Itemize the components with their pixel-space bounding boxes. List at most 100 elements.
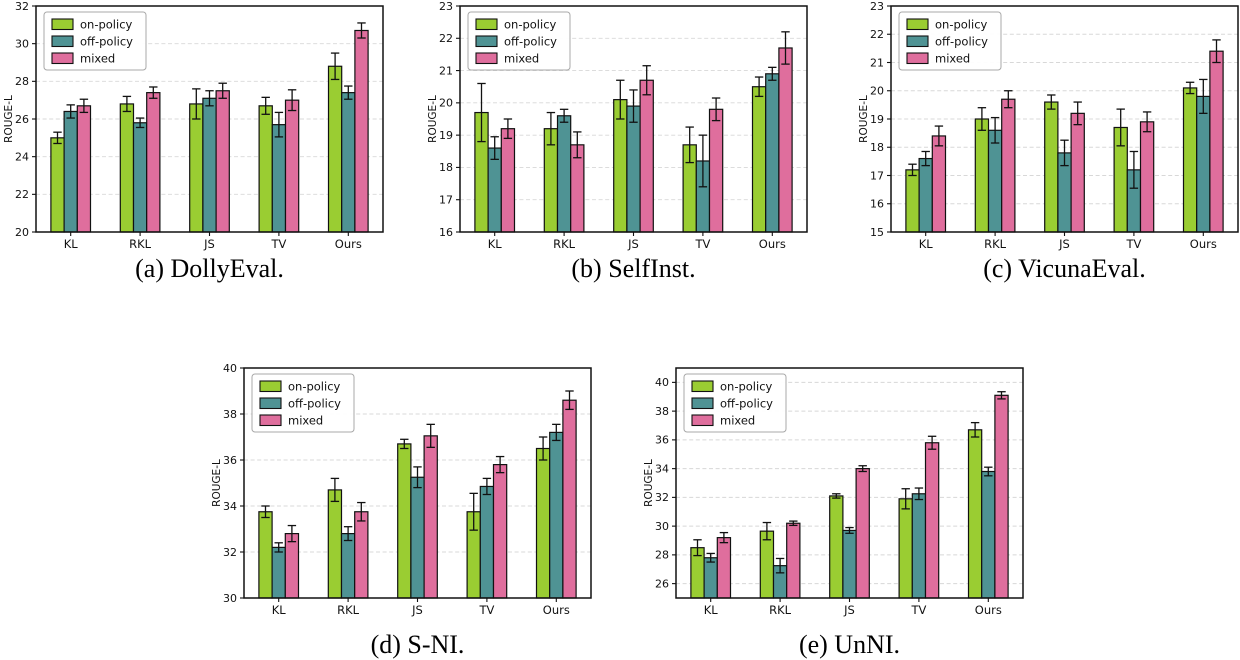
legend-swatch-off-policy [259, 397, 282, 410]
bar-mixed-JS [855, 468, 870, 599]
x-category-label: Ours [975, 603, 1002, 617]
x-category-label: KL [64, 237, 79, 251]
y-tick-label: 21 [439, 64, 453, 77]
chart-caption-selfinst: (b) SelfInst. [571, 254, 696, 283]
bar-off-policy-KL [271, 546, 286, 599]
bar-mixed-TV [284, 99, 300, 233]
legend-swatch-off-policy [906, 35, 929, 48]
bar-on-policy-Ours [535, 447, 551, 599]
bar-on-policy-TV [258, 105, 273, 233]
legend-swatch-on-policy [906, 18, 929, 31]
bar-off-policy-JS [202, 97, 217, 233]
x-category-label: Ours [543, 603, 570, 617]
bar-off-policy-KL [703, 557, 718, 599]
y-tick-label: 38 [655, 405, 669, 418]
bar-chart-unni: 26 28 30 32 34 36 38 40 KL RKL JS TV Ours ROUGE-L on-p… [643, 367, 1024, 617]
bar-mixed-Ours [1209, 50, 1224, 233]
bar-mixed-Ours [994, 394, 1009, 599]
bar-on-policy-RKL [327, 489, 343, 599]
legend-swatch-off-policy [475, 35, 498, 48]
legend-label-on-policy: on-policy [80, 18, 133, 32]
y-tick-label: 19 [870, 113, 884, 126]
x-category-label: Ours [759, 237, 786, 251]
bar-chart-selfinst: 16 17 18 19 20 21 22 23 KL RKL JS TV Ours ROUGE-L on-p… [427, 0, 808, 251]
bar-off-policy-JS [842, 529, 857, 599]
bar-off-policy-TV [479, 485, 495, 599]
y-tick-label: 17 [439, 194, 453, 207]
chart-panel-dollyeval: 20 22 24 26 28 30 32 KL RKL JS TV Ours ROUGE-L on-pol… [0, 0, 403, 284]
bar-off-policy-Ours [765, 73, 780, 233]
bar-on-policy-KL [258, 511, 273, 599]
bar-on-policy-KL [905, 169, 920, 233]
bar-mixed-RKL [354, 511, 369, 599]
y-axis-label: ROUGE-L [3, 95, 15, 143]
bar-off-policy-Ours [341, 92, 356, 233]
y-tick-label: 20 [439, 97, 453, 110]
y-tick-label: 16 [439, 226, 453, 239]
y-tick-label: 22 [439, 32, 453, 45]
x-category-label: KL [488, 237, 503, 251]
y-tick-label: 22 [870, 28, 884, 41]
legend-label-on-policy: on-policy [720, 380, 773, 394]
bar-chart-dollyeval: 20 22 24 26 28 30 32 KL RKL JS TV Ours ROUGE-L on-pol… [3, 0, 384, 251]
legend-swatch-on-policy [259, 380, 282, 393]
bar-off-policy-TV [911, 493, 927, 599]
y-tick-label: 34 [655, 462, 669, 475]
bar-mixed-KL [500, 128, 516, 233]
legend-swatch-mixed [906, 52, 929, 65]
y-tick-label: 26 [15, 113, 29, 126]
legend-label-off-policy: off-policy [80, 35, 133, 49]
x-category-label: TV [270, 237, 286, 251]
legend-swatch-on-policy [691, 380, 714, 393]
bar-on-policy-JS [189, 103, 204, 233]
bar-mixed-JS [1070, 112, 1085, 233]
y-axis-label: ROUGE-L [211, 459, 223, 507]
chart-panel-unni: 26 28 30 32 34 36 38 40 KL RKL JS TV Ours ROUGE-L on-p… [640, 362, 1043, 660]
x-category-label: KL [704, 603, 719, 617]
bar-on-policy-RKL [759, 530, 775, 599]
bar-mixed-KL [76, 105, 92, 233]
legend-label-off-policy: off-policy [504, 35, 557, 49]
y-tick-label: 32 [15, 0, 29, 13]
x-category-label: KL [919, 237, 934, 251]
bar-off-policy-RKL [556, 115, 572, 233]
bar-mixed-TV [924, 442, 940, 599]
legend-swatch-on-policy [51, 18, 74, 31]
bar-on-policy-TV [898, 498, 913, 599]
bar-on-policy-Ours [1182, 87, 1198, 233]
y-tick-label: 15 [870, 226, 884, 239]
bar-mixed-Ours [354, 29, 369, 233]
bar-mixed-KL [284, 533, 300, 599]
legend-label-mixed: mixed [504, 52, 539, 66]
bar-off-policy-JS [626, 105, 641, 233]
y-tick-label: 18 [439, 161, 453, 174]
legend-label-mixed: mixed [288, 414, 323, 428]
bar-mixed-JS [215, 90, 230, 233]
y-axis-label: ROUGE-L [858, 95, 870, 143]
legend-label-mixed: mixed [720, 414, 755, 428]
y-tick-label: 19 [439, 129, 453, 142]
bar-on-policy-Ours [751, 86, 767, 233]
legend-label-on-policy: on-policy [935, 18, 988, 32]
y-tick-label: 30 [223, 592, 237, 605]
bar-off-policy-RKL [132, 122, 148, 233]
y-tick-label: 24 [15, 150, 29, 163]
bar-off-policy-KL [63, 110, 78, 233]
legend-swatch-on-policy [475, 18, 498, 31]
bar-mixed-KL [931, 135, 947, 233]
x-category-label: Ours [335, 237, 362, 251]
bar-off-policy-Ours [1196, 95, 1211, 233]
bar-off-policy-JS [410, 476, 425, 599]
y-tick-label: 26 [655, 577, 669, 590]
x-category-label: RKL [129, 237, 152, 251]
bar-off-policy-KL [487, 147, 502, 233]
chart-caption-unni: (e) UnNI. [798, 630, 901, 659]
x-category-label: TV [1125, 237, 1141, 251]
bar-on-policy-RKL [119, 103, 135, 233]
legend-label-off-policy: off-policy [288, 397, 341, 411]
x-category-label: RKL [984, 237, 1007, 251]
chart-caption-vicunaeval: (c) VicunaEval. [983, 254, 1146, 283]
x-category-label: RKL [553, 237, 576, 251]
bar-on-policy-Ours [327, 65, 343, 233]
bar-mixed-TV [492, 463, 508, 599]
